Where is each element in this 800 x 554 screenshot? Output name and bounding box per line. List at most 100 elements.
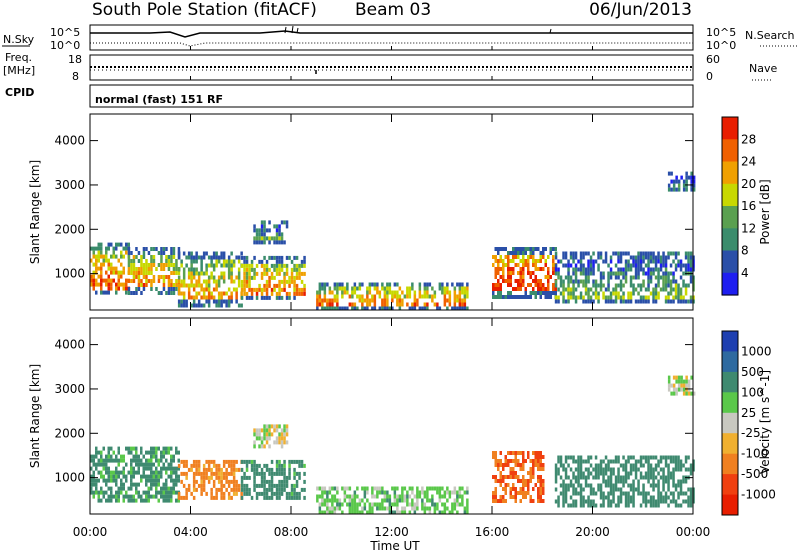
power-cell bbox=[564, 287, 568, 292]
velocity-cell bbox=[115, 490, 118, 495]
velocity-cell bbox=[140, 474, 143, 479]
power-cell bbox=[243, 291, 246, 296]
power-cell bbox=[160, 251, 163, 255]
power-cell bbox=[182, 299, 186, 304]
power-cell bbox=[195, 295, 198, 300]
velocity-cell bbox=[572, 487, 575, 492]
velocity-cell bbox=[632, 495, 635, 500]
power-cell bbox=[682, 299, 685, 304]
velocity-cell bbox=[326, 498, 329, 503]
velocity-cell bbox=[527, 487, 530, 491]
power-cell bbox=[522, 255, 525, 259]
power-cell bbox=[268, 236, 271, 241]
power-cell bbox=[217, 259, 221, 264]
power-cell bbox=[157, 275, 161, 279]
velocity-cell bbox=[112, 458, 115, 463]
power-cell bbox=[418, 282, 422, 287]
velocity-cell bbox=[323, 498, 327, 503]
power-cell bbox=[597, 263, 600, 268]
power-cell bbox=[672, 299, 675, 304]
power-cell bbox=[421, 306, 424, 311]
power-cell bbox=[514, 279, 517, 283]
power-cell bbox=[152, 279, 156, 283]
velocity-cell bbox=[594, 471, 598, 476]
velocity-cell bbox=[160, 486, 163, 491]
power-cell bbox=[260, 263, 264, 268]
power-cell bbox=[649, 259, 653, 264]
power-cell bbox=[619, 283, 623, 288]
velocity-cell bbox=[100, 454, 103, 459]
velocity-cell bbox=[97, 458, 100, 463]
power-cell bbox=[589, 259, 593, 264]
velocity-cell bbox=[564, 483, 568, 488]
velocity-cell bbox=[205, 467, 208, 472]
power-cell bbox=[343, 306, 347, 311]
velocity-cell bbox=[293, 495, 296, 500]
power-cell bbox=[137, 287, 141, 291]
velocity-cell bbox=[230, 479, 233, 484]
velocity-cell bbox=[316, 498, 319, 503]
power-cell bbox=[227, 259, 231, 264]
power-cell bbox=[624, 299, 628, 304]
velocity-cell bbox=[145, 478, 148, 483]
power-cell bbox=[145, 263, 148, 267]
velocity-cell bbox=[160, 494, 163, 499]
power-cell bbox=[569, 291, 573, 296]
velocity-cell bbox=[280, 440, 284, 445]
velocity-cell bbox=[497, 463, 500, 467]
colorbar-tick-label: 4 bbox=[741, 266, 749, 280]
power-cell bbox=[92, 286, 95, 291]
power-cell bbox=[574, 255, 578, 260]
power-cell bbox=[519, 279, 522, 283]
velocity-cell bbox=[569, 479, 573, 484]
power-cell bbox=[237, 267, 241, 272]
velocity-cell bbox=[255, 471, 259, 476]
velocity-cell bbox=[185, 471, 188, 476]
velocity-cell bbox=[532, 499, 535, 503]
velocity-cell bbox=[652, 495, 655, 500]
velocity-cell bbox=[341, 502, 344, 507]
velocity-cell bbox=[542, 483, 545, 487]
power-cell bbox=[624, 263, 628, 268]
velocity-cell bbox=[265, 428, 269, 433]
velocity-cell bbox=[607, 467, 610, 472]
power-cell bbox=[504, 279, 507, 283]
power-cell bbox=[182, 279, 186, 284]
velocity-cell bbox=[280, 487, 284, 492]
velocity-cell bbox=[632, 479, 635, 484]
velocity-cell bbox=[353, 498, 357, 503]
velocity-cell bbox=[689, 487, 693, 492]
power-cell bbox=[527, 259, 530, 263]
power-cell bbox=[140, 263, 143, 267]
velocity-cell bbox=[592, 499, 595, 504]
velocity-cell bbox=[155, 470, 158, 475]
power-cell bbox=[160, 267, 163, 271]
power-cell bbox=[517, 251, 520, 255]
power-cell bbox=[542, 287, 545, 291]
power-cell bbox=[273, 283, 276, 288]
power-cell bbox=[597, 299, 600, 304]
velocity-cell bbox=[177, 463, 181, 468]
power-cell bbox=[579, 295, 583, 300]
power-cell bbox=[182, 267, 186, 272]
velocity-cell bbox=[494, 459, 497, 463]
velocity-cell bbox=[441, 486, 444, 491]
power-cell bbox=[657, 275, 660, 280]
velocity-cell bbox=[258, 471, 261, 476]
velocity-cell bbox=[602, 459, 605, 464]
power-cell bbox=[559, 283, 563, 288]
velocity-cell bbox=[170, 462, 173, 467]
velocity-cell bbox=[232, 475, 236, 480]
power-cell bbox=[353, 302, 357, 307]
velocity-cell bbox=[572, 491, 575, 496]
velocity-cell bbox=[363, 494, 367, 499]
power-cell bbox=[534, 275, 537, 279]
power-cell bbox=[443, 294, 447, 299]
power-cell bbox=[192, 295, 196, 300]
power-cell bbox=[275, 295, 279, 300]
velocity-cell bbox=[381, 486, 384, 491]
power-cell bbox=[253, 275, 256, 280]
power-cell bbox=[589, 299, 593, 304]
power-cell bbox=[177, 299, 181, 304]
power-cell bbox=[572, 279, 575, 284]
